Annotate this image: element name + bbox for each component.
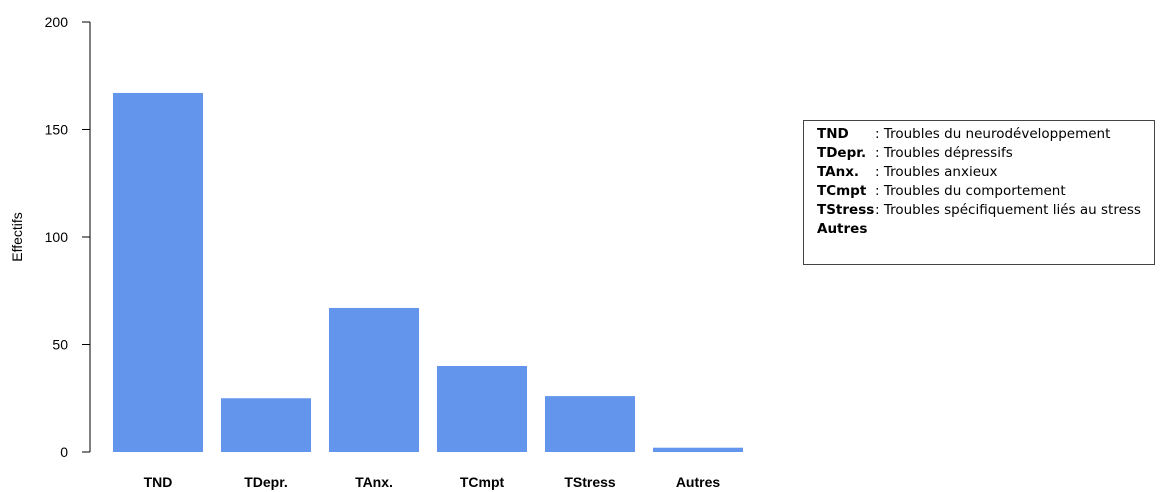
legend-description: : Troubles spécifiquement liés au stress: [875, 202, 1141, 218]
bar-tdepr: [221, 398, 311, 452]
legend-item: TCmpt : Troubles du comportement: [817, 182, 1154, 201]
x-tick-label: TAnx.: [355, 474, 393, 490]
bar-autres: [653, 447, 743, 452]
legend-abbreviation: TStress: [817, 202, 875, 218]
y-tick-label: 150: [45, 122, 69, 138]
y-axis-title: Effectifs: [9, 212, 25, 262]
legend-item: TND : Troubles du neurodéveloppement: [817, 125, 1154, 144]
bar-tanx: [329, 307, 419, 452]
x-tick-label: TCmpt: [460, 474, 505, 490]
y-tick-label: 100: [45, 229, 69, 245]
bars: [113, 92, 743, 452]
x-tick-label: TND: [144, 474, 173, 490]
legend-abbreviation: TND: [817, 126, 849, 142]
legend-rows: TND : Troubles du neurodéveloppement TDepr…: [817, 125, 1154, 239]
legend-item: TAnx. : Troubles anxieux: [817, 163, 1154, 182]
legend-item: TDepr. : Troubles dépressifs: [817, 144, 1154, 163]
y-tick-label: 50: [52, 337, 68, 353]
x-tick-label: TStress: [564, 474, 616, 490]
legend-description: : Troubles du neurodéveloppement: [875, 126, 1111, 142]
y-axis: 0 50 100 150 200: [45, 14, 91, 460]
legend-abbreviation: TAnx.: [817, 164, 860, 180]
legend-item: Autres: [817, 220, 1154, 239]
bar-tcmpt: [437, 366, 527, 452]
x-axis-labels: TND TDepr. TAnx. TCmpt TStress Autres: [144, 474, 721, 490]
legend-box: TND : Troubles du neurodéveloppement TDepr…: [803, 120, 1155, 265]
x-tick-label: Autres: [676, 474, 721, 490]
legend-abbreviation: TCmpt: [817, 183, 867, 199]
legend-description: : Troubles anxieux: [875, 164, 998, 180]
legend-description: : Troubles du comportement: [875, 183, 1066, 199]
bar-tnd: [113, 92, 203, 452]
x-tick-label: TDepr.: [244, 474, 288, 490]
y-tick-label: 200: [45, 14, 69, 30]
legend-item: TStress: Troubles spécifiquement liés au…: [817, 201, 1154, 220]
legend-abbreviation: TDepr.: [817, 145, 867, 161]
y-tick-label: 0: [60, 444, 68, 460]
legend-abbreviation: Autres: [817, 221, 868, 237]
bar-tstress: [545, 396, 635, 452]
legend-description: : Troubles dépressifs: [875, 145, 1013, 161]
bar-chart: 0 50 100 150 200 TND TDepr. TAnx. TCmpt TStress A…: [9, 14, 743, 490]
